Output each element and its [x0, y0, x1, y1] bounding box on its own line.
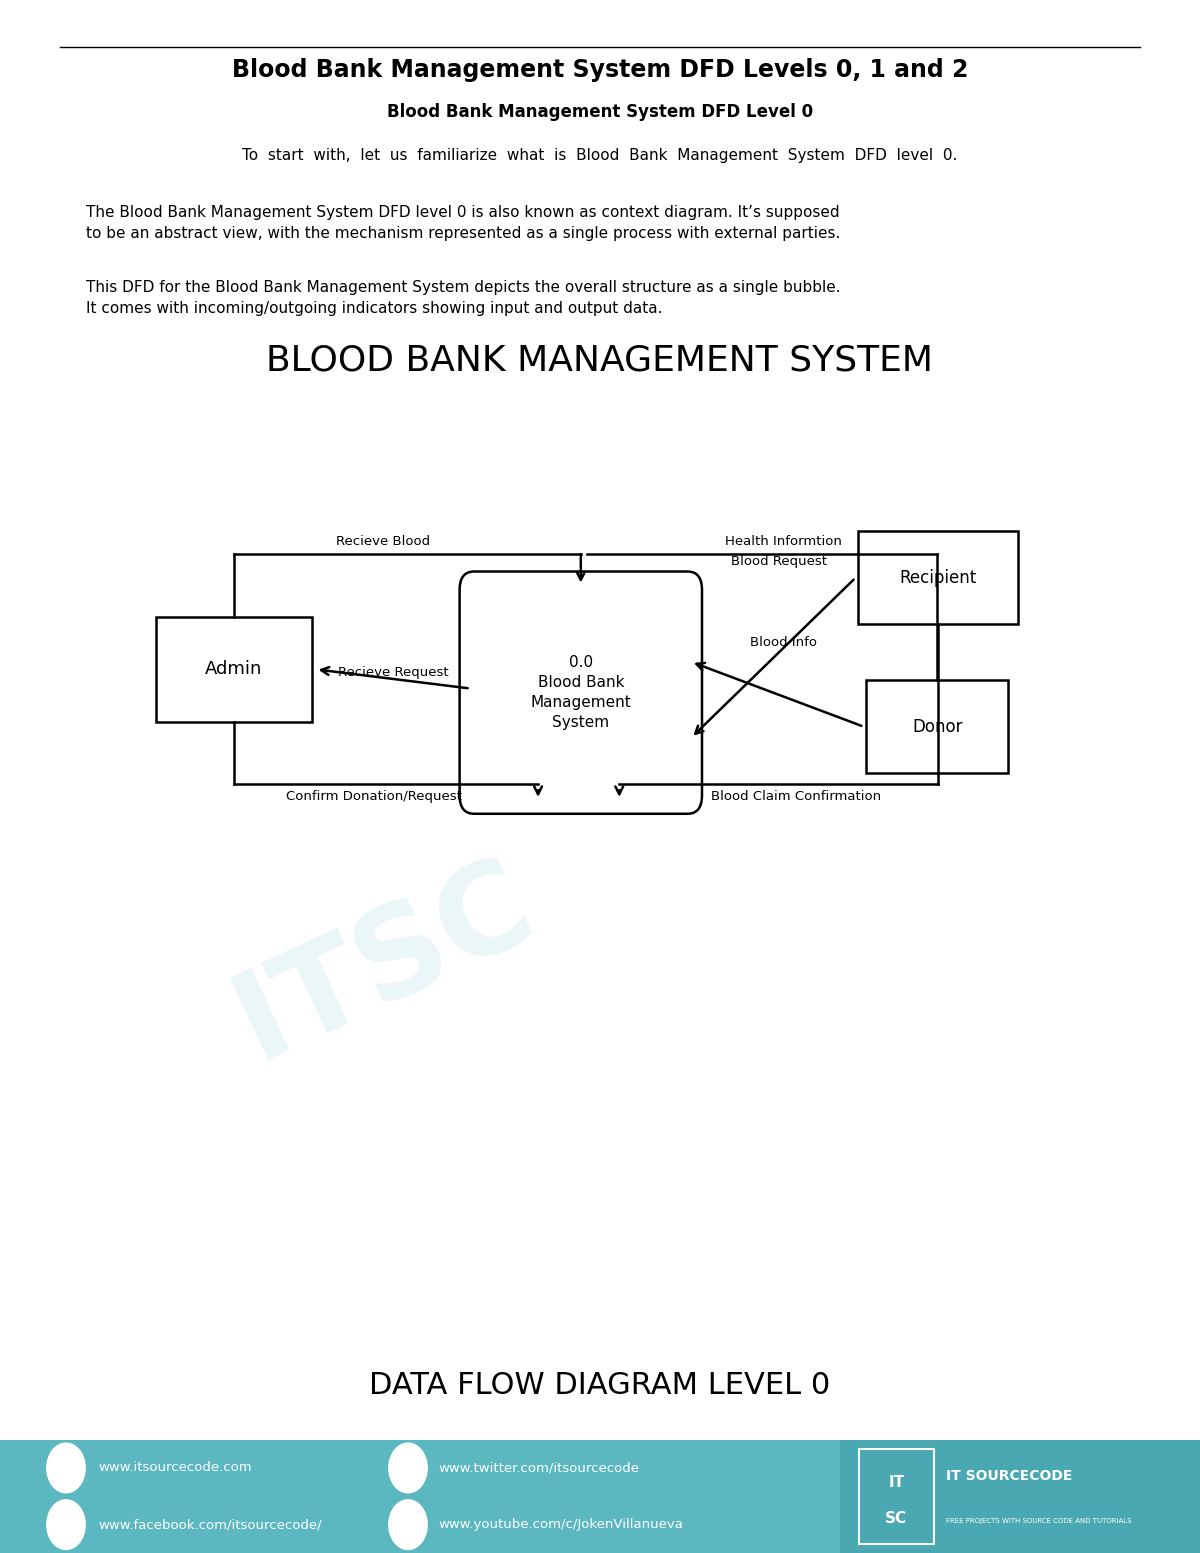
FancyBboxPatch shape — [460, 572, 702, 814]
Text: ITSC: ITSC — [216, 842, 552, 1084]
Text: To  start  with,  let  us  familiarize  what  is  Blood  Bank  Management  Syste: To start with, let us familiarize what i… — [242, 148, 958, 163]
Text: Blood Request: Blood Request — [731, 556, 827, 568]
Text: 0.0
Blood Bank
Management
System: 0.0 Blood Bank Management System — [530, 655, 631, 730]
Text: Recieve Blood: Recieve Blood — [336, 536, 431, 548]
Circle shape — [47, 1500, 85, 1550]
Text: FREE PROJECTS WITH SOURCE CODE AND TUTORIALS: FREE PROJECTS WITH SOURCE CODE AND TUTOR… — [946, 1519, 1132, 1523]
Text: Blood Bank Management System DFD Level 0: Blood Bank Management System DFD Level 0 — [386, 102, 814, 121]
Text: www.itsourcecode.com: www.itsourcecode.com — [98, 1461, 252, 1474]
Text: BLOOD BANK MANAGEMENT SYSTEM: BLOOD BANK MANAGEMENT SYSTEM — [266, 343, 934, 377]
Text: IT: IT — [888, 1475, 905, 1491]
Text: Admin: Admin — [205, 660, 263, 679]
Text: Donor: Donor — [912, 717, 962, 736]
Bar — [156, 617, 312, 722]
Text: Blood Claim Confirmation: Blood Claim Confirmation — [712, 790, 882, 803]
Text: Blood Bank Management System DFD Levels 0, 1 and 2: Blood Bank Management System DFD Levels … — [232, 57, 968, 82]
Bar — [858, 531, 1018, 624]
Text: Confirm Donation/Request: Confirm Donation/Request — [286, 790, 462, 803]
Text: Blood Info: Blood Info — [750, 637, 816, 649]
Text: Recieve Request: Recieve Request — [337, 666, 449, 679]
Text: Health Informtion: Health Informtion — [725, 536, 841, 548]
Text: IT SOURCECODE: IT SOURCECODE — [946, 1469, 1072, 1483]
Bar — [866, 680, 1008, 773]
Text: www.facebook.com/itsourcecode/: www.facebook.com/itsourcecode/ — [98, 1519, 322, 1531]
Bar — [0, 1440, 1200, 1553]
Bar — [840, 1440, 1200, 1553]
Circle shape — [389, 1500, 427, 1550]
Text: DATA FLOW DIAGRAM LEVEL 0: DATA FLOW DIAGRAM LEVEL 0 — [370, 1371, 830, 1399]
Text: This DFD for the Blood Bank Management System depicts the overall structure as a: This DFD for the Blood Bank Management S… — [86, 280, 841, 315]
Text: The Blood Bank Management System DFD level 0 is also known as context diagram. I: The Blood Bank Management System DFD lev… — [86, 205, 841, 241]
Text: www.youtube.com/c/JokenVillanueva: www.youtube.com/c/JokenVillanueva — [438, 1519, 683, 1531]
Circle shape — [389, 1443, 427, 1492]
Text: www.twitter.com/itsourcecode: www.twitter.com/itsourcecode — [438, 1461, 640, 1474]
Text: SC: SC — [886, 1511, 907, 1527]
Text: Recipient: Recipient — [899, 568, 977, 587]
Circle shape — [47, 1443, 85, 1492]
